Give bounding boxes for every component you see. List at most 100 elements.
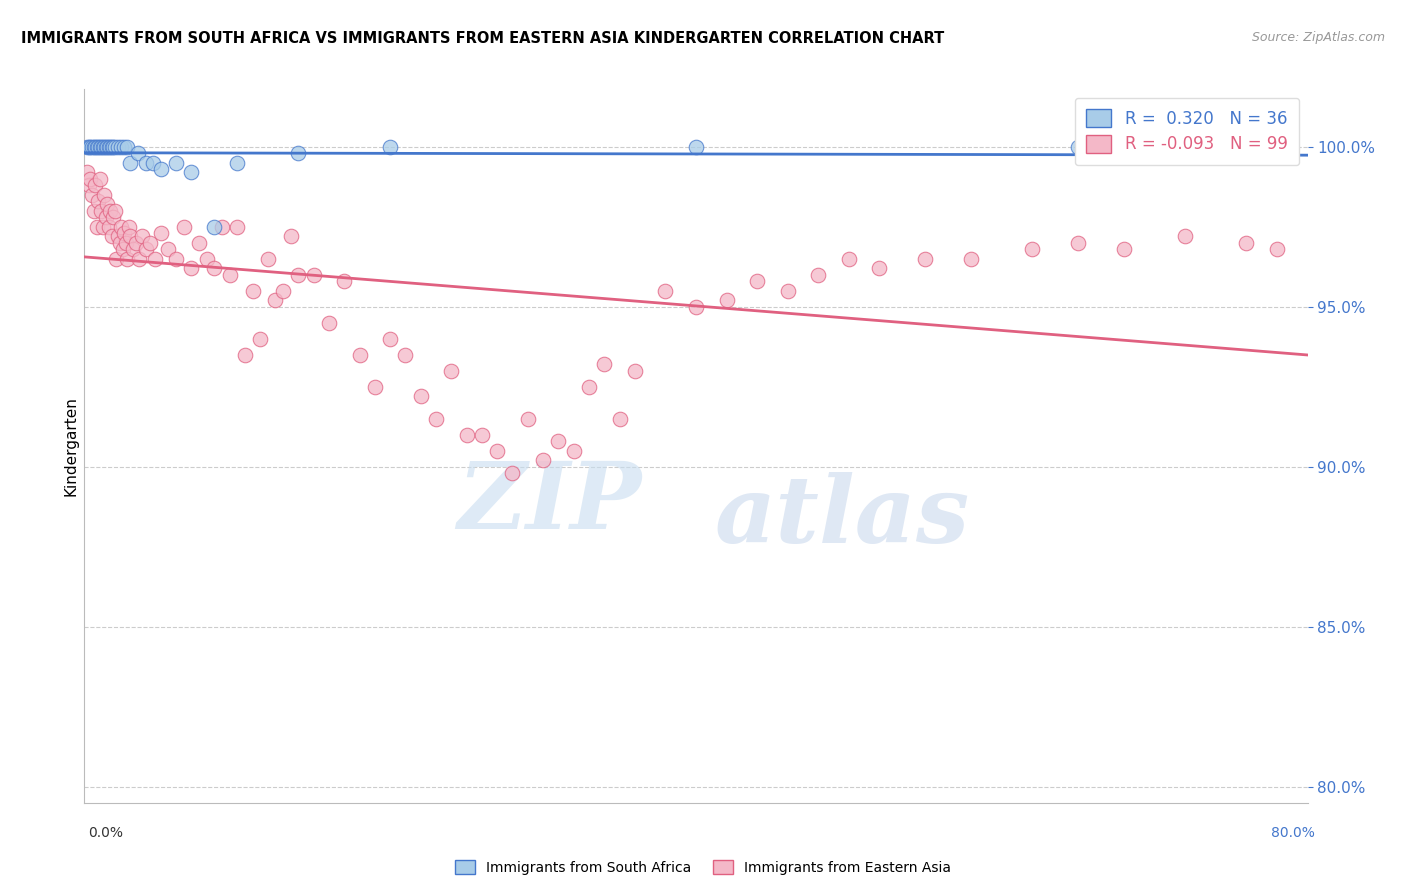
Point bbox=[76, 140, 98, 154]
Point bbox=[202, 219, 225, 234]
Point bbox=[125, 235, 148, 250]
Point bbox=[131, 229, 153, 244]
Point bbox=[838, 252, 860, 266]
Point bbox=[112, 140, 135, 154]
Point bbox=[103, 210, 125, 224]
Point bbox=[93, 187, 115, 202]
Point bbox=[110, 140, 132, 154]
Point bbox=[1174, 229, 1197, 244]
Point bbox=[110, 219, 132, 234]
Point bbox=[202, 261, 225, 276]
Point bbox=[107, 140, 129, 154]
Point bbox=[242, 284, 264, 298]
Point bbox=[271, 284, 294, 298]
Point bbox=[609, 412, 631, 426]
Point bbox=[115, 252, 138, 266]
Point bbox=[128, 252, 150, 266]
Point bbox=[94, 210, 117, 224]
Point bbox=[394, 348, 416, 362]
Point bbox=[80, 140, 103, 154]
Point bbox=[101, 140, 124, 154]
Text: atlas: atlas bbox=[716, 473, 970, 562]
Point bbox=[80, 187, 103, 202]
Point bbox=[105, 252, 128, 266]
Point bbox=[149, 162, 172, 177]
Text: 0.0%: 0.0% bbox=[89, 826, 124, 839]
Point bbox=[960, 252, 983, 266]
Point bbox=[107, 229, 129, 244]
Point bbox=[97, 219, 120, 234]
Point bbox=[226, 156, 249, 170]
Point bbox=[89, 140, 111, 154]
Point bbox=[96, 140, 118, 154]
Point bbox=[593, 358, 616, 372]
Point bbox=[516, 412, 538, 426]
Point bbox=[142, 156, 165, 170]
Point bbox=[685, 140, 707, 154]
Point bbox=[685, 300, 707, 314]
Point bbox=[173, 219, 195, 234]
Point bbox=[654, 284, 676, 298]
Point bbox=[143, 252, 166, 266]
Point bbox=[287, 268, 309, 282]
Point bbox=[776, 284, 799, 298]
Point bbox=[624, 364, 647, 378]
Point bbox=[425, 412, 447, 426]
Point bbox=[111, 242, 134, 256]
Point bbox=[98, 203, 121, 218]
Point bbox=[112, 226, 135, 240]
Point bbox=[380, 140, 402, 154]
Point bbox=[101, 229, 124, 244]
Point bbox=[869, 261, 891, 276]
Point bbox=[84, 140, 107, 154]
Point bbox=[364, 380, 387, 394]
Point bbox=[89, 171, 111, 186]
Point bbox=[562, 443, 585, 458]
Point bbox=[1067, 140, 1090, 154]
Legend: R =  0.320   N = 36, R = -0.093   N = 99: R = 0.320 N = 36, R = -0.093 N = 99 bbox=[1074, 97, 1299, 165]
Text: IMMIGRANTS FROM SOUTH AFRICA VS IMMIGRANTS FROM EASTERN ASIA KINDERGARTEN CORREL: IMMIGRANTS FROM SOUTH AFRICA VS IMMIGRAN… bbox=[21, 31, 945, 46]
Point bbox=[302, 268, 325, 282]
Point bbox=[531, 453, 554, 467]
Point bbox=[501, 466, 523, 480]
Point bbox=[180, 261, 202, 276]
Point bbox=[87, 194, 110, 209]
Point bbox=[188, 235, 211, 250]
Point bbox=[90, 203, 112, 218]
Point bbox=[118, 219, 141, 234]
Point bbox=[114, 235, 136, 250]
Point bbox=[1067, 235, 1090, 250]
Point bbox=[104, 203, 127, 218]
Point bbox=[139, 235, 162, 250]
Point bbox=[165, 156, 187, 170]
Point bbox=[211, 219, 233, 234]
Point bbox=[716, 293, 738, 308]
Point bbox=[86, 219, 108, 234]
Point bbox=[79, 171, 101, 186]
Point bbox=[226, 219, 249, 234]
Point bbox=[333, 274, 356, 288]
Point bbox=[135, 156, 157, 170]
Point bbox=[745, 274, 768, 288]
Point bbox=[91, 219, 114, 234]
Point bbox=[409, 389, 432, 403]
Point bbox=[84, 178, 107, 193]
Point bbox=[86, 140, 108, 154]
Point bbox=[1234, 235, 1257, 250]
Point bbox=[120, 229, 142, 244]
Point bbox=[77, 140, 100, 154]
Point bbox=[87, 140, 110, 154]
Point bbox=[93, 140, 115, 154]
Point bbox=[122, 242, 145, 256]
Point bbox=[149, 226, 172, 240]
Point bbox=[280, 229, 302, 244]
Text: ZIP: ZIP bbox=[457, 458, 641, 548]
Point bbox=[120, 156, 142, 170]
Point bbox=[456, 427, 478, 442]
Point bbox=[180, 165, 202, 179]
Point bbox=[914, 252, 936, 266]
Text: Source: ZipAtlas.com: Source: ZipAtlas.com bbox=[1251, 31, 1385, 45]
Point bbox=[83, 203, 105, 218]
Point bbox=[104, 140, 127, 154]
Point bbox=[79, 140, 101, 154]
